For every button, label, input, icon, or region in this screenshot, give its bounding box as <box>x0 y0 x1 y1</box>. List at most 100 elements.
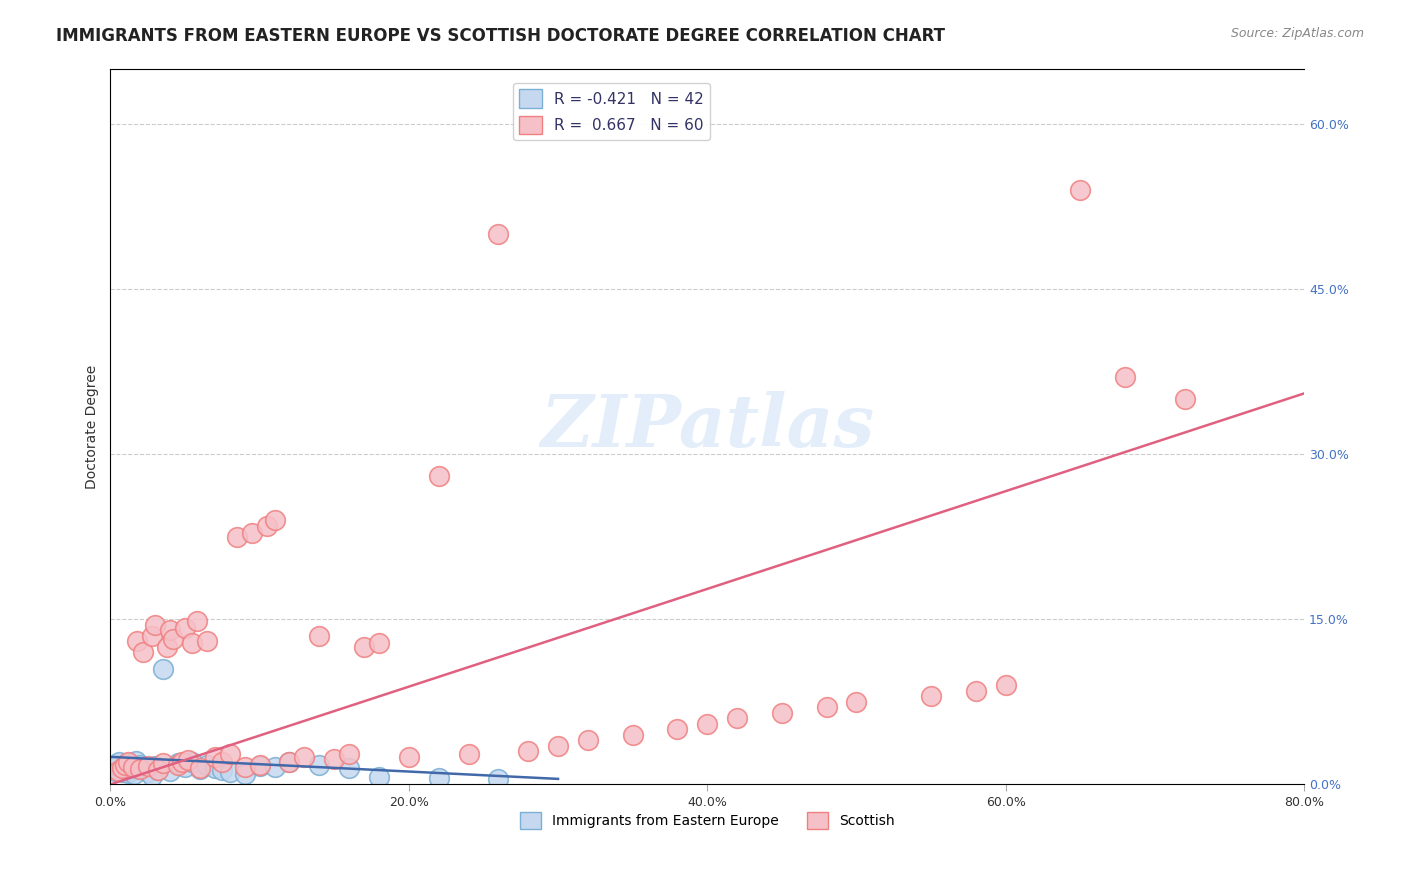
Point <box>218 765 240 780</box>
Point <box>110 763 132 777</box>
Point <box>162 632 184 646</box>
Point <box>308 757 330 772</box>
Point <box>146 763 169 777</box>
Point <box>115 756 138 771</box>
Point <box>177 753 200 767</box>
Point <box>486 772 509 786</box>
Point <box>427 469 450 483</box>
Point <box>124 767 146 781</box>
Point <box>197 634 219 648</box>
Point <box>368 636 391 650</box>
Point <box>994 678 1017 692</box>
Point <box>146 763 169 777</box>
Point <box>129 762 152 776</box>
Point <box>170 756 193 770</box>
Point <box>725 711 748 725</box>
Point <box>1114 370 1136 384</box>
Point <box>263 760 285 774</box>
Point <box>181 636 204 650</box>
Point <box>117 766 139 780</box>
Point <box>398 750 420 764</box>
Point <box>132 645 155 659</box>
Point <box>166 756 188 771</box>
Point <box>152 756 174 771</box>
Point <box>107 757 129 772</box>
Point <box>308 629 330 643</box>
Point <box>141 629 163 643</box>
Point <box>108 756 131 770</box>
Text: ZIPatlas: ZIPatlas <box>540 391 875 462</box>
Point <box>233 767 256 781</box>
Point <box>204 761 226 775</box>
Point <box>486 227 509 241</box>
Point <box>547 739 569 753</box>
Point <box>278 756 301 770</box>
Point <box>104 764 127 779</box>
Point <box>174 621 197 635</box>
Point <box>136 758 159 772</box>
Point <box>240 526 263 541</box>
Point <box>337 747 360 761</box>
Point <box>249 757 271 772</box>
Point <box>226 530 249 544</box>
Point <box>112 760 135 774</box>
Point <box>815 700 838 714</box>
Point <box>233 760 256 774</box>
Point <box>127 634 149 648</box>
Point <box>263 513 285 527</box>
Point <box>249 758 271 772</box>
Point <box>457 747 479 761</box>
Point <box>188 761 211 775</box>
Point <box>666 723 689 737</box>
Point <box>323 752 346 766</box>
Point <box>166 757 188 772</box>
Point <box>103 761 125 775</box>
Point <box>114 757 136 772</box>
Point <box>427 771 450 785</box>
Point <box>136 765 159 780</box>
Point <box>211 756 233 770</box>
Point <box>156 640 179 654</box>
Point <box>121 760 143 774</box>
Point <box>188 762 211 776</box>
Point <box>118 758 141 772</box>
Point <box>696 716 718 731</box>
Point <box>159 764 181 779</box>
Point <box>174 760 197 774</box>
Point <box>517 744 540 758</box>
Point <box>141 768 163 782</box>
Point <box>576 733 599 747</box>
Point <box>920 690 942 704</box>
Point <box>181 756 204 770</box>
Point <box>121 763 143 777</box>
Point <box>134 760 156 774</box>
Point <box>186 615 208 629</box>
Point <box>129 757 152 772</box>
Y-axis label: Doctorate Degree: Doctorate Degree <box>86 364 100 489</box>
Legend: Immigrants from Eastern Europe, Scottish: Immigrants from Eastern Europe, Scottish <box>515 806 900 835</box>
Point <box>353 640 375 654</box>
Point <box>256 518 278 533</box>
Point <box>120 764 142 779</box>
Point <box>114 762 136 776</box>
Text: IMMIGRANTS FROM EASTERN EUROPE VS SCOTTISH DOCTORATE DEGREE CORRELATION CHART: IMMIGRANTS FROM EASTERN EUROPE VS SCOTTI… <box>56 27 945 45</box>
Text: Source: ZipAtlas.com: Source: ZipAtlas.com <box>1230 27 1364 40</box>
Point <box>125 754 148 768</box>
Point <box>211 763 233 777</box>
Point <box>218 747 240 761</box>
Point <box>111 761 134 775</box>
Point <box>152 662 174 676</box>
Point <box>278 756 301 770</box>
Point <box>292 750 315 764</box>
Point <box>965 683 987 698</box>
Point <box>1069 183 1091 197</box>
Point <box>127 761 149 775</box>
Point <box>197 757 219 772</box>
Point <box>1174 392 1197 406</box>
Point <box>107 764 129 779</box>
Point <box>845 695 868 709</box>
Point <box>111 765 134 780</box>
Point <box>131 762 153 776</box>
Point <box>368 770 391 784</box>
Point <box>770 706 793 720</box>
